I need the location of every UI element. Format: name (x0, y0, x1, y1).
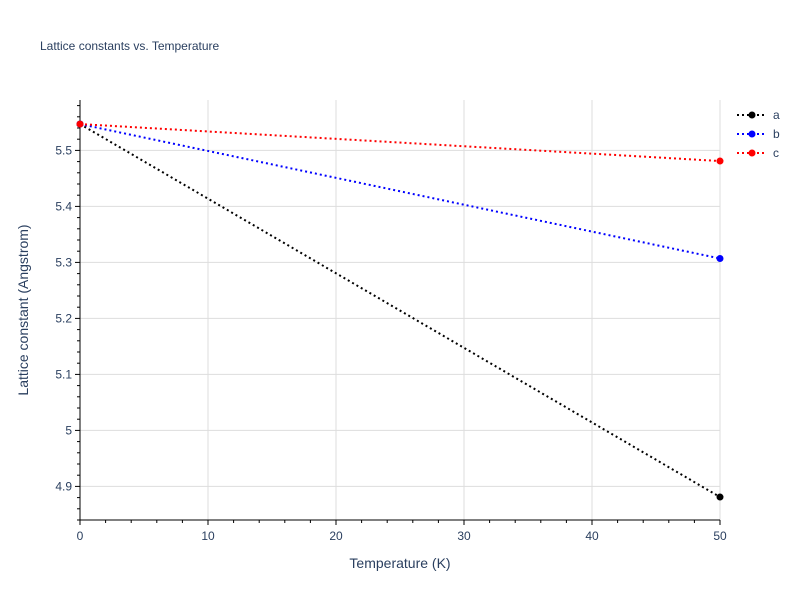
y-tick-label: 5.2 (55, 311, 72, 325)
y-tick-label: 5 (65, 423, 72, 437)
legend-label: c (773, 146, 779, 160)
legend-swatch-marker (748, 130, 756, 138)
legend[interactable]: abc (737, 108, 780, 160)
x-tick-label: 40 (585, 529, 599, 543)
data-point-c (716, 157, 724, 165)
legend-item-a[interactable]: a (737, 108, 780, 122)
x-tick-label: 20 (329, 529, 343, 543)
series-layer (76, 120, 724, 501)
legend-label: b (773, 127, 780, 141)
data-point-c (76, 120, 84, 128)
legend-item-c[interactable]: c (737, 146, 779, 160)
legend-swatch-marker (748, 149, 756, 157)
data-point-a (716, 493, 724, 501)
series-line-a (79, 123, 721, 498)
series-line-b (79, 123, 721, 260)
y-tick-label: 4.9 (55, 479, 72, 493)
x-tick-label: 0 (77, 529, 84, 543)
y-tick-label: 5.5 (55, 143, 72, 157)
legend-label: a (773, 108, 780, 122)
y-axis-label: Lattice constant (Angstrom) (15, 224, 31, 395)
x-tick-label: 50 (713, 529, 727, 543)
legend-swatch-marker (748, 111, 756, 119)
legend-item-b[interactable]: b (737, 127, 780, 141)
y-tick-label: 5.4 (55, 199, 72, 213)
axis-layer: 0 10 20 30 40 50 4.9 5 5.1 5.2 5.3 5.4 5.5 (55, 100, 727, 543)
data-point-b (716, 254, 724, 262)
grid-layer (80, 100, 721, 520)
y-tick-label: 5.3 (55, 255, 72, 269)
x-tick-label: 10 (201, 529, 215, 543)
chart-title: Lattice constants vs. Temperature (40, 39, 220, 53)
x-tick-label: 30 (457, 529, 471, 543)
series-line-c (79, 123, 721, 163)
y-tick-label: 5.1 (55, 367, 72, 381)
x-axis-label: Temperature (K) (349, 555, 450, 571)
